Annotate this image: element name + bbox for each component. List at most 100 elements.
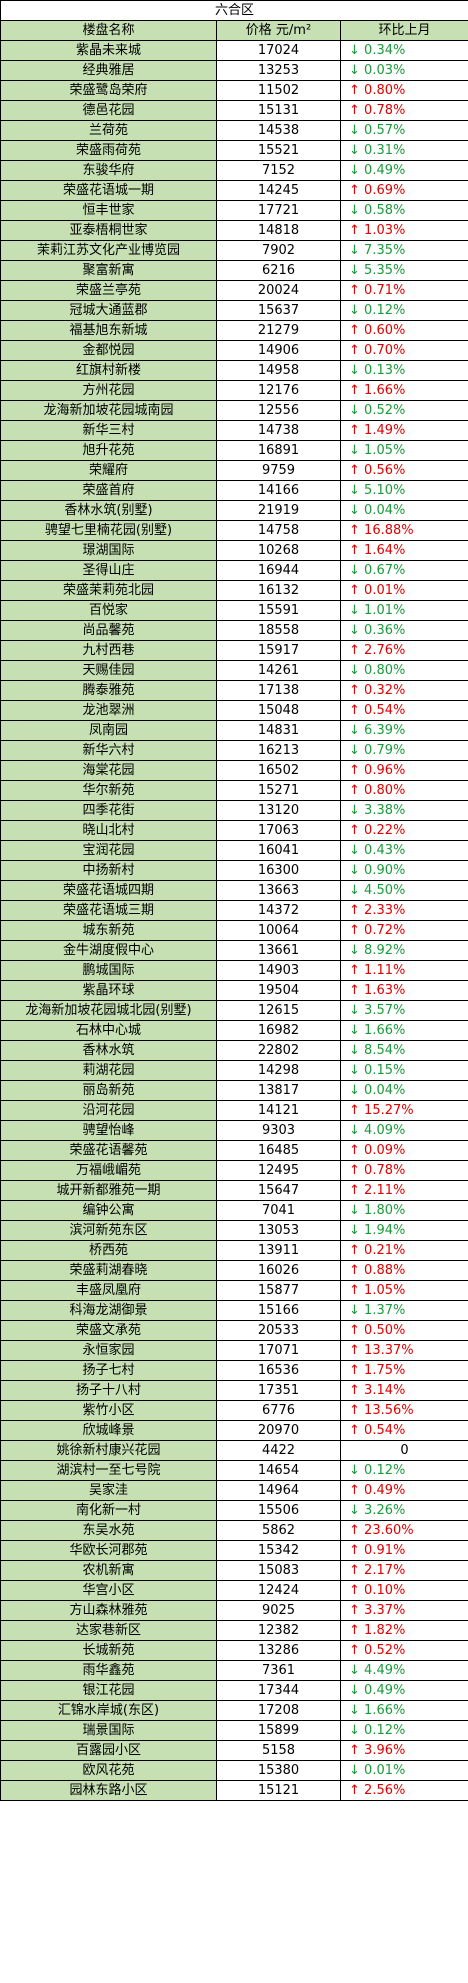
change-value: 0.13% xyxy=(364,363,406,378)
price-cell: 16041 xyxy=(216,840,341,861)
property-name-cell: 桥西苑 xyxy=(0,1240,217,1261)
price-cell: 13120 xyxy=(216,800,341,821)
change-cell: ↑ 0.96% xyxy=(339,760,468,781)
price-cell: 16502 xyxy=(216,760,341,781)
property-name-cell: 丰盛凤凰府 xyxy=(0,1280,217,1301)
table-row: 新华六村 16213 ↓ 0.79% xyxy=(0,740,468,761)
column-header-name: 楼盘名称 xyxy=(0,20,217,41)
change-value: 0.78% xyxy=(364,1163,406,1178)
arrow-down-icon: ↓ xyxy=(349,1223,360,1238)
change-cell: ↓ 0.12% xyxy=(339,300,468,321)
arrow-down-icon: ↓ xyxy=(349,363,360,378)
arrow-down-icon: ↓ xyxy=(349,563,360,578)
property-name-cell: 华尔新苑 xyxy=(0,780,217,801)
arrow-up-icon: ↑ xyxy=(349,1163,360,1178)
change-cell: ↑ 2.17% xyxy=(339,1560,468,1581)
arrow-up-icon: ↑ xyxy=(349,103,360,118)
table-row: 汇锦水岸城(东区) 17208 ↓ 1.66% xyxy=(0,1700,468,1721)
change-value: 0.96% xyxy=(364,763,406,778)
change-value: 0.36% xyxy=(364,623,406,638)
change-cell: ↑ 0.78% xyxy=(339,1160,468,1181)
change-value: 2.56% xyxy=(364,1783,406,1798)
arrow-up-icon: ↑ xyxy=(349,1643,360,1658)
change-value: 0.69% xyxy=(364,183,406,198)
price-cell: 21919 xyxy=(216,500,341,521)
arrow-down-icon: ↓ xyxy=(349,443,360,458)
change-cell: ↑ 1.82% xyxy=(339,1620,468,1641)
price-cell: 9025 xyxy=(216,1600,341,1621)
change-value: 1.64% xyxy=(364,543,406,558)
arrow-up-icon: ↑ xyxy=(349,703,360,718)
change-cell: ↓ 0.01% xyxy=(339,1760,468,1781)
change-value: 0.56% xyxy=(364,463,406,478)
change-cell: ↓ 1.94% xyxy=(339,1220,468,1241)
change-cell: ↓ 0.58% xyxy=(339,200,468,221)
change-value: 3.38% xyxy=(364,803,406,818)
table-row: 天赐佳园 14261 ↓ 0.80% xyxy=(0,660,468,681)
price-cell: 14906 xyxy=(216,340,341,361)
property-name-cell: 百悦家 xyxy=(0,600,217,621)
change-value: 0.57% xyxy=(364,123,406,138)
change-value: 23.60% xyxy=(364,1523,414,1538)
change-value: 0.49% xyxy=(364,1483,406,1498)
property-name-cell: 鹏城国际 xyxy=(0,960,217,981)
property-name-cell: 海棠花园 xyxy=(0,760,217,781)
change-value: 1.05% xyxy=(364,1283,406,1298)
price-cell: 6776 xyxy=(216,1400,341,1421)
price-cell: 5862 xyxy=(216,1520,341,1541)
property-name-cell: 荣耀府 xyxy=(0,460,217,481)
price-cell: 14738 xyxy=(216,420,341,441)
table-row: 华宫小区 12424 ↑ 0.10% xyxy=(0,1580,468,1601)
price-cell: 12382 xyxy=(216,1620,341,1641)
property-name-cell: 红旗村新楼 xyxy=(0,360,217,381)
change-value: 0.12% xyxy=(364,303,406,318)
arrow-up-icon: ↑ xyxy=(349,1623,360,1638)
property-name-cell: 雨华鑫苑 xyxy=(0,1660,217,1681)
table-row: 聚富新寓 6216 ↓ 5.35% xyxy=(0,260,468,281)
arrow-up-icon: ↑ xyxy=(349,1483,360,1498)
arrow-up-icon: ↑ xyxy=(349,1283,360,1298)
table-row: 璟湖国际 10268 ↑ 1.64% xyxy=(0,540,468,561)
price-cell: 11502 xyxy=(216,80,341,101)
price-cell: 15877 xyxy=(216,1280,341,1301)
change-value: 0.60% xyxy=(364,323,406,338)
price-cell: 15637 xyxy=(216,300,341,321)
arrow-down-icon: ↓ xyxy=(349,1683,360,1698)
change-cell: ↓ 6.39% xyxy=(339,720,468,741)
property-name-cell: 荣盛首府 xyxy=(0,480,217,501)
change-value: 1.05% xyxy=(364,443,406,458)
table-row: 方山森林雅苑 9025 ↑ 3.37% xyxy=(0,1600,468,1621)
price-cell: 14261 xyxy=(216,660,341,681)
table-row: 华尔新苑 15271 ↑ 0.80% xyxy=(0,780,468,801)
table-row: 圣得山庄 16944 ↓ 0.67% xyxy=(0,560,468,581)
change-value: 0.21% xyxy=(364,1243,406,1258)
table-row: 华欧长河郡苑 15342 ↑ 0.91% xyxy=(0,1540,468,1561)
table-row: 骋望怡峰 9303 ↓ 4.09% xyxy=(0,1120,468,1141)
arrow-up-icon: ↑ xyxy=(349,183,360,198)
arrow-up-icon: ↑ xyxy=(349,923,360,938)
price-cell: 15131 xyxy=(216,100,341,121)
property-name-cell: 瑞景国际 xyxy=(0,1720,217,1741)
change-value: 1.63% xyxy=(364,983,406,998)
arrow-up-icon: ↑ xyxy=(349,823,360,838)
table-row: 农机新寓 15083 ↑ 2.17% xyxy=(0,1560,468,1581)
arrow-up-icon: ↑ xyxy=(349,583,360,598)
property-name-cell: 荣盛雨荷苑 xyxy=(0,140,217,161)
table-row: 沿河花园 14121 ↑ 15.27% xyxy=(0,1100,468,1121)
price-cell: 17351 xyxy=(216,1380,341,1401)
property-name-cell: 编钟公寓 xyxy=(0,1200,217,1221)
price-cell: 15380 xyxy=(216,1760,341,1781)
property-name-cell: 东吴水苑 xyxy=(0,1520,217,1541)
price-cell: 14903 xyxy=(216,960,341,981)
arrow-up-icon: ↑ xyxy=(349,983,360,998)
arrow-down-icon: ↓ xyxy=(349,43,360,58)
arrow-up-icon: ↑ xyxy=(349,1363,360,1378)
change-cell: ↓ 3.26% xyxy=(339,1500,468,1521)
change-value: 3.57% xyxy=(364,1003,406,1018)
change-cell: ↑ 0.72% xyxy=(339,920,468,941)
arrow-up-icon: ↑ xyxy=(349,343,360,358)
arrow-down-icon: ↓ xyxy=(349,1763,360,1778)
change-cell: ↑ 0.21% xyxy=(339,1240,468,1261)
change-value: 15.27% xyxy=(364,1103,414,1118)
price-cell: 14538 xyxy=(216,120,341,141)
